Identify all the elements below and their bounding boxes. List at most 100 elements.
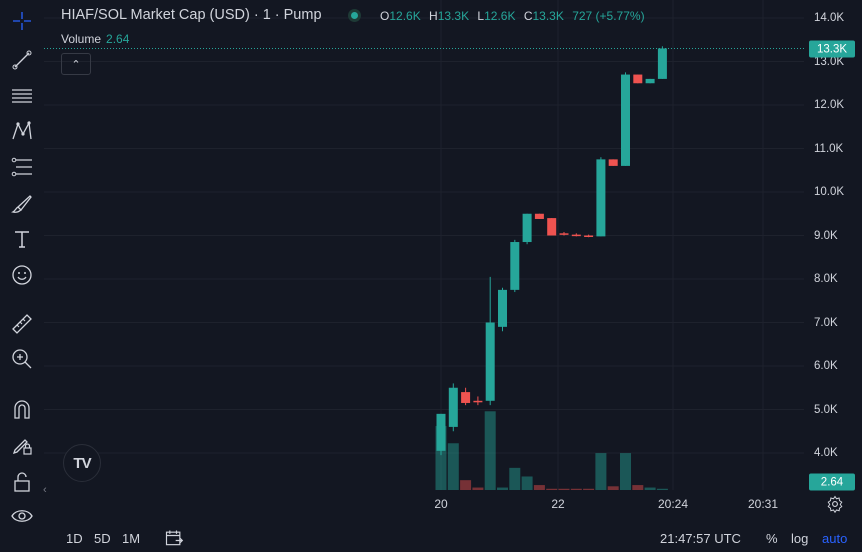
open-key: O: [380, 9, 390, 23]
candle-body: [633, 74, 643, 84]
volume-bar: [570, 488, 582, 490]
candle-body: [608, 159, 618, 166]
price-tick-label: 13.0K: [814, 55, 845, 68]
volume-bar: [583, 488, 595, 490]
zoom-in-icon[interactable]: [8, 345, 36, 373]
chart-title: HIAF/SOL Market Cap (USD) · 1 · Pump: [61, 7, 322, 23]
price-tick-label: 14.0K: [814, 12, 845, 24]
close-value: 13.3K: [532, 9, 564, 23]
candle-body: [534, 213, 544, 219]
price-axis[interactable]: 14.0K 13.0K 12.0K 11.0K 10.0K 9.0K 8.0K 7.0K 6.0…: [804, 0, 862, 491]
lock-drawing-icon[interactable]: [8, 431, 36, 459]
bottom-toolbar: 1D 5D 1M 21:47:57 UTC % log auto: [0, 522, 862, 552]
chart-pane[interactable]: [44, 0, 804, 490]
volume-tag: 2.64: [809, 473, 855, 491]
range-5d-button[interactable]: 5D: [94, 531, 111, 546]
candle-body: [436, 413, 446, 451]
volume-bar: [595, 453, 607, 490]
calendar-goto-icon[interactable]: [164, 528, 184, 551]
auto-scale-toggle[interactable]: auto: [822, 531, 848, 546]
candle-body: [584, 235, 594, 237]
candle-body: [473, 400, 483, 403]
volume-bar: [447, 443, 459, 490]
volume-bar: [620, 453, 631, 490]
expand-toolbar-arrow-icon[interactable]: ‹: [43, 484, 47, 496]
price-tick-label: 7.0K: [814, 316, 838, 329]
volume-bar: [435, 426, 447, 490]
volume-bar: [472, 487, 484, 490]
log-scale-toggle[interactable]: log: [791, 531, 809, 546]
text-icon[interactable]: [8, 225, 36, 253]
horizontal-lines-icon[interactable]: [8, 82, 36, 110]
time-tick-label: 20: [434, 497, 448, 511]
price-tick-label: 12.0K: [814, 99, 845, 111]
volume-legend[interactable]: Volume 2.64: [61, 32, 129, 46]
collapse-legend-button[interactable]: ⌃: [61, 53, 91, 75]
time-tick-label: 22: [551, 497, 565, 511]
volume-bar: [656, 488, 668, 490]
low-key: L: [477, 9, 485, 23]
volume-bar: [607, 486, 619, 490]
percent-scale-toggle[interactable]: %: [766, 531, 778, 546]
candle-body: [596, 159, 606, 237]
candle-body: [461, 392, 471, 403]
volume-bar: [509, 467, 521, 490]
low-value: 12.6K: [484, 9, 516, 23]
fib-retracement-icon[interactable]: [8, 153, 36, 181]
tradingview-logo[interactable]: TV: [63, 444, 101, 482]
range-1m-button[interactable]: 1M: [122, 531, 141, 546]
candle-body: [571, 234, 581, 237]
eye-icon[interactable]: [8, 502, 36, 530]
close-key: C: [523, 9, 533, 23]
candle-body: [522, 213, 532, 243]
range-1d-button[interactable]: 1D: [66, 531, 83, 546]
volume-value: 2.64: [106, 32, 130, 46]
pattern-icon[interactable]: [8, 117, 36, 145]
volume-bar: [497, 487, 508, 490]
price-tick-label: 11.0K: [814, 142, 844, 155]
volume-bar: [484, 411, 496, 490]
change-value: 727 (+5.77%): [572, 9, 645, 23]
candle-body: [621, 74, 630, 166]
candle-body: [498, 289, 507, 327]
volume-bar: [644, 487, 656, 490]
candle-body: [559, 233, 569, 235]
candle-body: [448, 387, 458, 427]
drawing-toolbar: [0, 0, 44, 552]
candle-body: [547, 218, 557, 236]
crosshair-icon[interactable]: [8, 7, 36, 35]
price-tick-label: 5.0K: [814, 403, 838, 416]
candle-body: [645, 78, 655, 84]
clock-display[interactable]: 21:47:57 UTC: [660, 531, 741, 546]
ruler-icon[interactable]: [8, 310, 36, 338]
current-price-tag: 13.3K: [809, 40, 855, 58]
ohlc-legend: O12.6K H13.3K L12.6K C13.3K 727 (+5.77%): [380, 9, 650, 23]
magnet-icon[interactable]: [8, 395, 36, 423]
brush-icon[interactable]: [8, 190, 36, 218]
time-tick-label: 20:31: [747, 497, 779, 511]
volume-label: Volume: [61, 32, 102, 46]
volume-bar: [546, 488, 558, 490]
time-axis[interactable]: 20 22 20:24 20:31: [44, 490, 804, 516]
volume-bar: [521, 476, 533, 490]
price-tick-label: 8.0K: [814, 273, 838, 285]
market-status-icon[interactable]: [348, 9, 361, 22]
high-key: H: [429, 9, 438, 23]
time-tick-label: 20:24: [657, 497, 689, 511]
candle-body: [485, 322, 495, 401]
volume-bar: [558, 488, 570, 490]
volume-bar: [533, 485, 545, 490]
price-tick-label: 6.0K: [814, 360, 838, 372]
open-value: 12.6K: [389, 9, 421, 23]
volume-bar: [460, 480, 472, 490]
price-tick-label: 4.0K: [814, 447, 838, 459]
chart-settings-icon[interactable]: [826, 495, 844, 514]
emoji-icon[interactable]: [8, 261, 36, 289]
candle-body: [510, 242, 520, 290]
candlestick-chart[interactable]: [44, 0, 804, 490]
price-tick-label: 10.0K: [814, 186, 845, 198]
lock-icon[interactable]: [8, 468, 36, 496]
trend-line-icon[interactable]: [8, 46, 36, 74]
candle-body: [657, 48, 667, 79]
high-value: 13.3K: [437, 9, 470, 23]
